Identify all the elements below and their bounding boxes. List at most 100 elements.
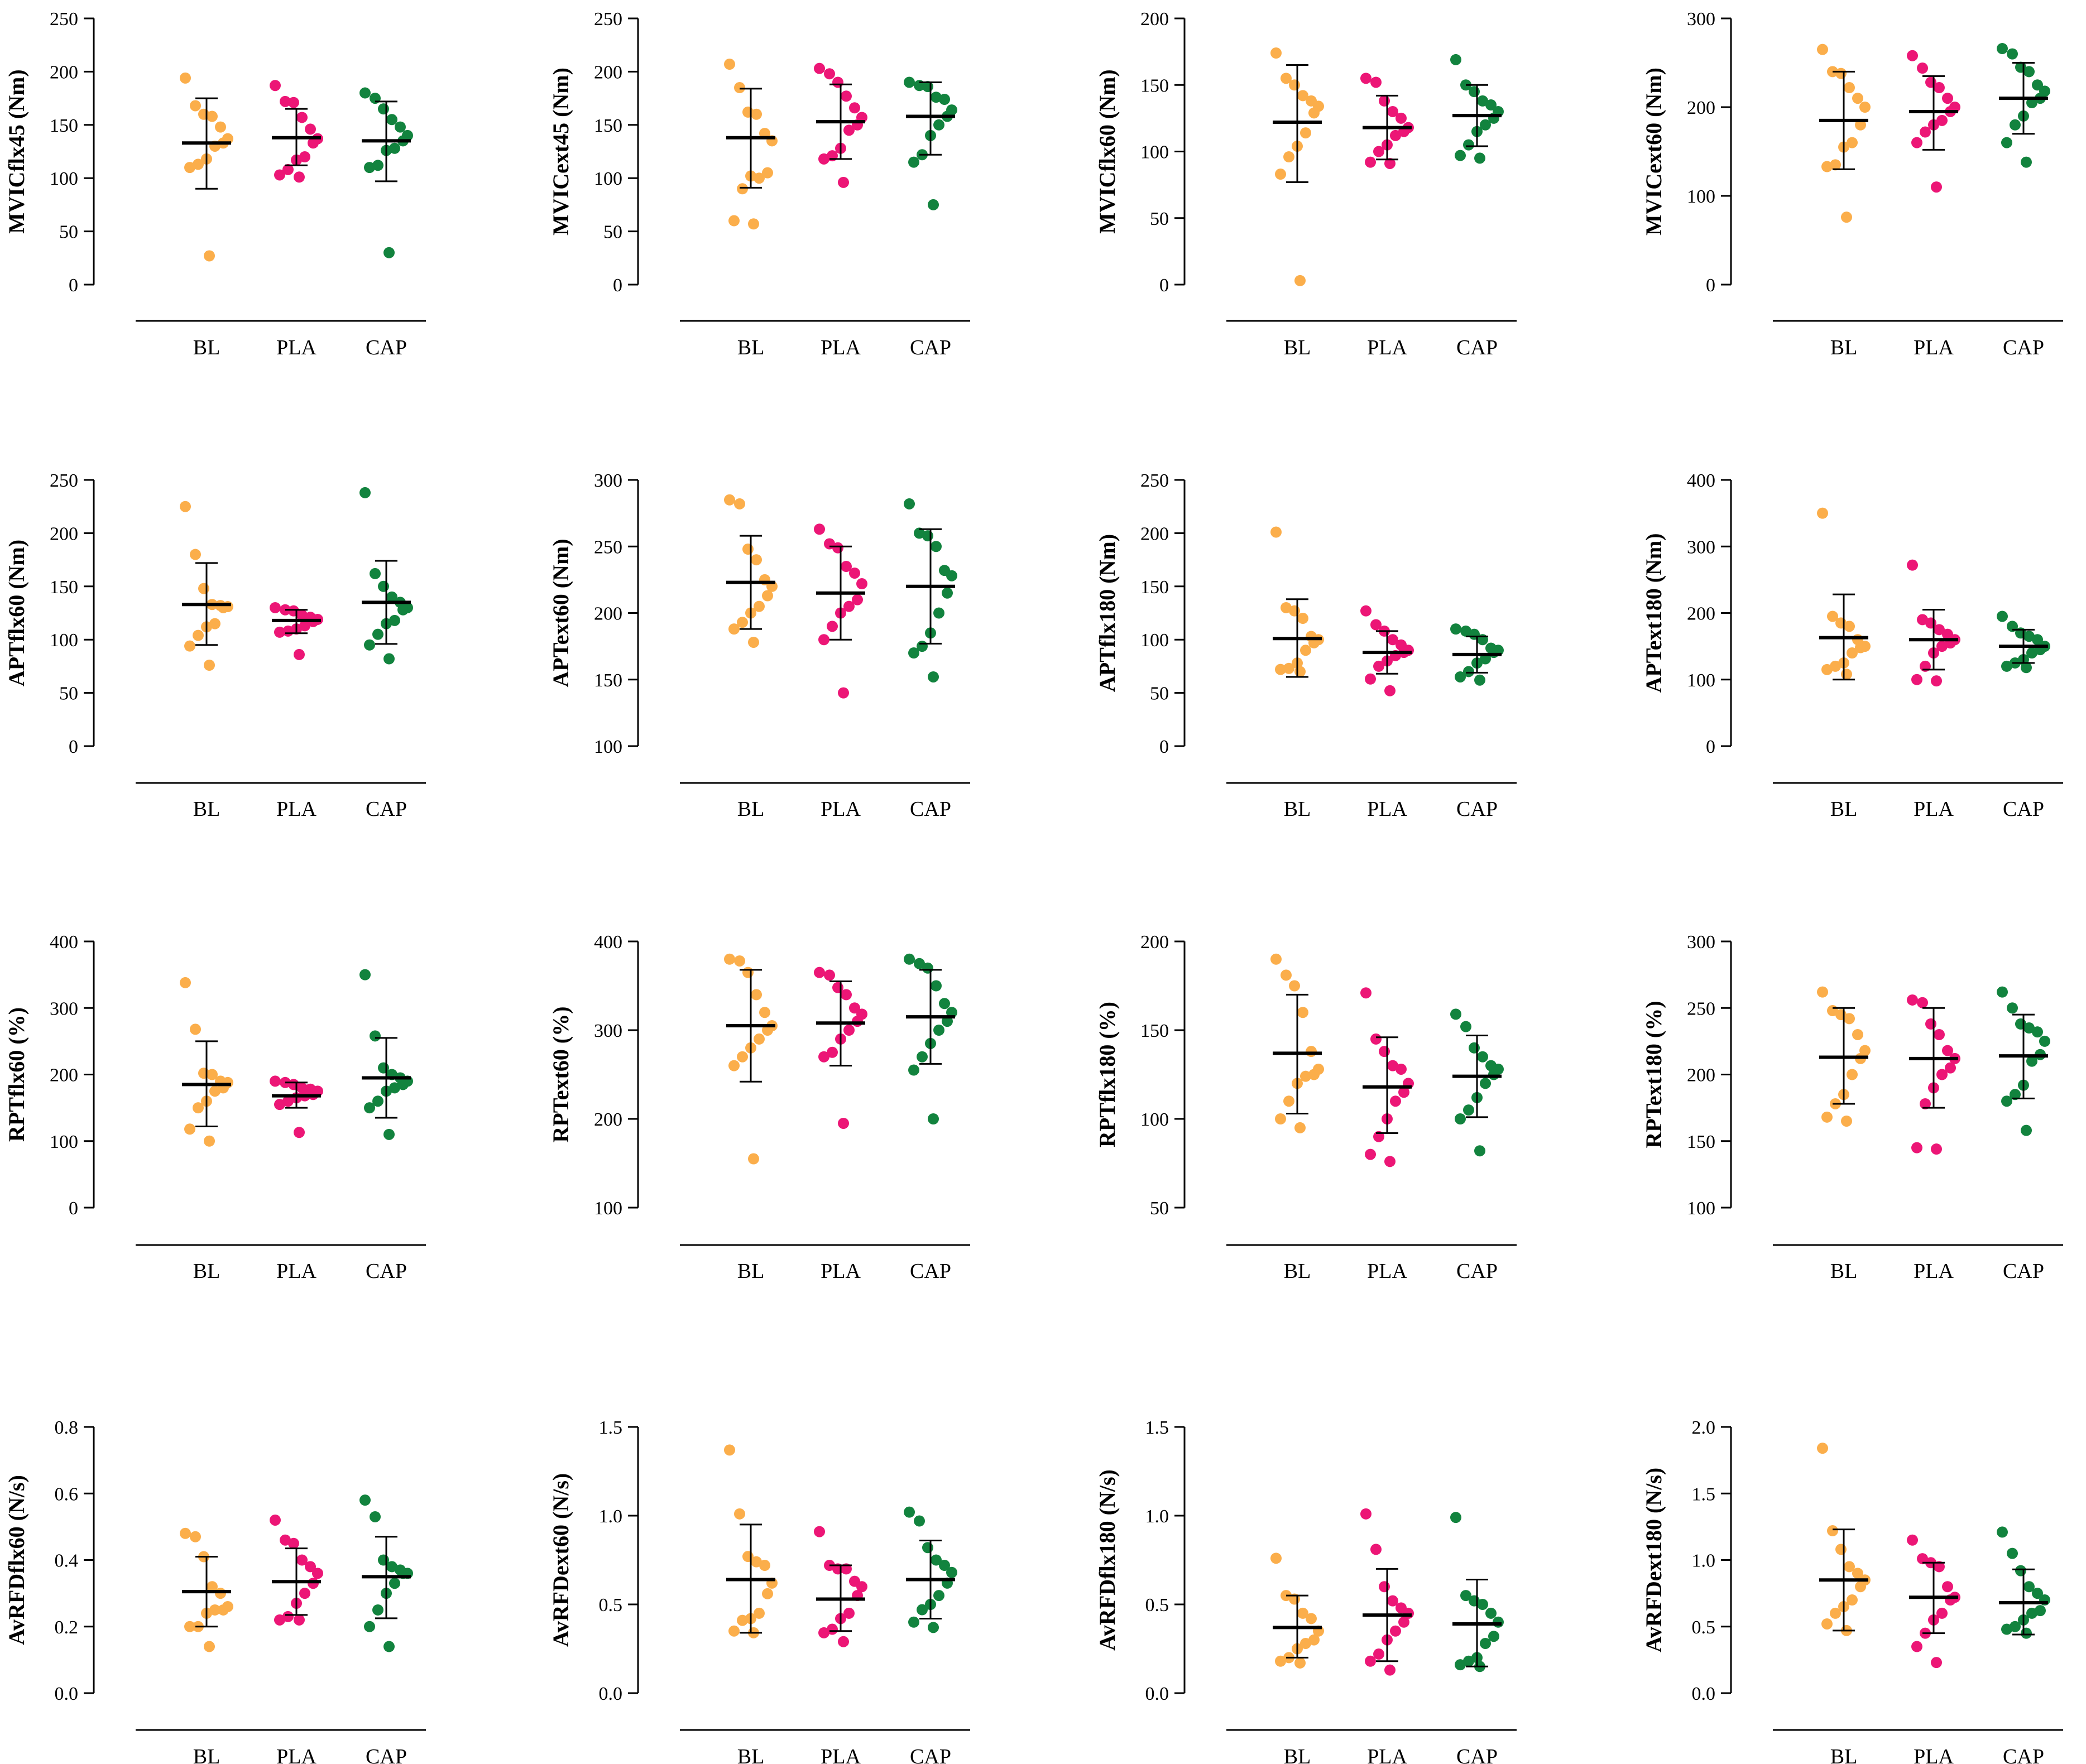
data-point — [904, 76, 915, 88]
chart-16: 0.0 0.5 1.0 1.5 2.0 AvRFDext180 (N/s) BL PLA CAP — [1641, 1417, 2063, 1764]
category-label: CAP — [1456, 336, 1498, 359]
data-point — [1474, 152, 1485, 164]
y-tick-label: 0 — [69, 737, 78, 757]
y-axis-label: APTflx60 (Nm) — [4, 540, 29, 686]
data-point — [1911, 137, 1922, 148]
data-point — [1997, 43, 2008, 55]
y-axis-label: RPText60 (%) — [548, 1006, 573, 1142]
data-point — [2007, 48, 2018, 60]
data-point — [378, 580, 389, 592]
series-pla — [1907, 994, 1960, 1155]
y-tick-label: 250 — [594, 537, 622, 557]
data-point — [946, 1566, 957, 1578]
series-bl — [724, 1444, 778, 1638]
data-point — [734, 1508, 745, 1520]
y-axis-label: APText60 (Nm) — [548, 539, 573, 687]
data-point — [1859, 102, 1871, 113]
data-point — [838, 176, 849, 188]
data-point — [378, 103, 389, 115]
data-point — [2001, 660, 2012, 672]
data-point — [1384, 685, 1396, 696]
data-point — [928, 1622, 939, 1633]
data-point — [1370, 1544, 1382, 1555]
y-tick-label: 100 — [1687, 1198, 1715, 1219]
data-point — [1480, 1637, 1491, 1649]
data-point — [372, 628, 383, 640]
y-tick-label: 150 — [1140, 577, 1169, 598]
data-point — [364, 162, 375, 174]
data-point — [922, 530, 933, 542]
chart-1: 0 50 100 150 200 250 MVICflx45 (Nm) BL PLA CAP — [4, 9, 426, 359]
y-tick-label: 150 — [594, 116, 622, 136]
data-point — [1936, 1607, 1948, 1619]
data-point — [917, 1604, 928, 1616]
data-point — [856, 1581, 867, 1593]
data-point — [1920, 1098, 1931, 1109]
data-point — [370, 1030, 381, 1042]
series-cap — [359, 969, 413, 1140]
data-point — [383, 1128, 395, 1140]
category-label: BL — [193, 336, 220, 359]
y-tick-label: 300 — [594, 1021, 622, 1041]
data-point — [933, 119, 944, 131]
data-point — [849, 567, 860, 579]
category-label: CAP — [2003, 1260, 2044, 1283]
data-point — [1390, 1625, 1401, 1637]
data-point — [849, 1002, 860, 1014]
data-point — [2032, 1026, 2043, 1038]
data-point — [843, 600, 855, 612]
data-point — [1817, 44, 1828, 55]
series-bl — [180, 1527, 233, 1652]
category-label: BL — [1284, 1260, 1311, 1283]
data-point — [1931, 181, 1942, 193]
chart-13: 0.0 0.2 0.4 0.6 0.8 AvRFDflx60 (N/s) BL PLA CAP — [4, 1417, 426, 1764]
series-cap — [359, 87, 413, 258]
data-point — [364, 639, 375, 651]
data-point — [1365, 1148, 1376, 1160]
data-point — [1827, 611, 1838, 622]
y-tick-label: 100 — [594, 169, 622, 189]
data-point — [282, 164, 294, 175]
data-point — [299, 151, 310, 163]
data-point — [1365, 156, 1376, 168]
data-point — [1917, 63, 1928, 74]
data-point — [838, 1117, 849, 1129]
data-point — [2021, 662, 2032, 674]
data-point — [1847, 137, 1858, 148]
data-point — [193, 1102, 204, 1114]
data-point — [917, 1051, 928, 1063]
data-point — [1997, 1526, 2008, 1538]
data-point — [914, 1515, 925, 1527]
data-point — [931, 541, 942, 552]
y-tick-label: 50 — [1150, 1198, 1169, 1219]
data-point — [1917, 614, 1928, 626]
data-point — [1294, 275, 1306, 286]
data-point — [1911, 1641, 1922, 1652]
y-tick-label: 100 — [1687, 186, 1715, 207]
y-tick-label: 50 — [59, 684, 78, 704]
series-pla — [814, 523, 867, 699]
data-point — [383, 247, 395, 258]
y-tick-label: 100 — [594, 737, 622, 757]
data-point — [1308, 107, 1320, 119]
data-point — [1817, 986, 1828, 998]
data-point — [1920, 126, 1931, 138]
data-point — [2001, 1095, 2012, 1107]
y-axis-label: MVICext45 (Nm) — [548, 68, 573, 235]
category-label: PLA — [1367, 797, 1407, 821]
data-point — [1384, 157, 1396, 169]
data-point — [908, 647, 919, 659]
data-point — [1370, 619, 1382, 631]
data-point — [751, 989, 762, 1001]
data-point — [386, 114, 397, 126]
data-point — [1844, 82, 1855, 94]
series-bl — [1270, 47, 1324, 286]
data-point — [280, 95, 291, 107]
y-axis-label: MVICflx45 (Nm) — [4, 69, 29, 233]
category-label: BL — [1830, 797, 1858, 821]
data-point — [928, 199, 939, 210]
data-point — [852, 594, 863, 605]
y-tick-label: 0 — [69, 275, 78, 296]
series-cap — [904, 76, 957, 210]
data-point — [1488, 1631, 1499, 1642]
